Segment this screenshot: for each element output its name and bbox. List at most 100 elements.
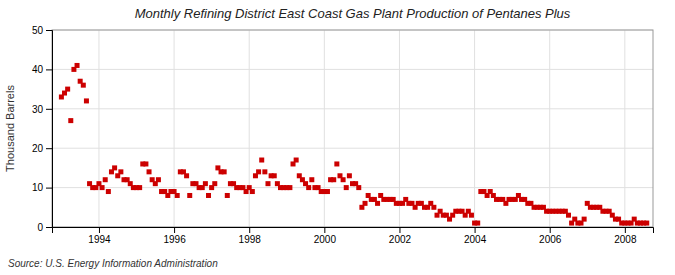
- point: [309, 177, 314, 182]
- point: [103, 177, 108, 182]
- tick-mark: [475, 227, 476, 233]
- x-axis: 1994 1996 1998 2000 2002 2004 2006 2008: [53, 227, 654, 245]
- grid: [52, 30, 653, 227]
- plot-frame: [52, 30, 653, 227]
- tick-label: 2000: [314, 234, 337, 245]
- point: [100, 185, 105, 190]
- tick-mark: [46, 227, 52, 228]
- point: [272, 173, 277, 178]
- point: [118, 169, 123, 174]
- point: [225, 193, 230, 198]
- y-axis: 0 10 20 30 40 50: [32, 25, 53, 233]
- tick: 2000: [314, 227, 337, 245]
- tick-mark: [399, 227, 400, 233]
- point: [287, 185, 292, 190]
- tick-label: 50: [32, 25, 44, 36]
- tick: 1996: [163, 227, 186, 245]
- tick: 30: [32, 104, 52, 115]
- grid-line-y: [52, 69, 653, 70]
- title: Monthly Refining District East Coast Gas…: [135, 6, 571, 21]
- point: [81, 83, 86, 88]
- tick-label: 2002: [389, 234, 412, 245]
- grid-line-x: [249, 30, 250, 227]
- tick-label: 1998: [239, 234, 262, 245]
- axis-domain: [46, 31, 53, 228]
- tick-mark: [249, 227, 250, 233]
- chart-container: 1994 1996 1998 2000 2002 2004 2006 2008 0 10 20 30 4…: [0, 0, 675, 275]
- point: [84, 98, 89, 103]
- tick: 10: [32, 182, 52, 193]
- tick-mark: [99, 227, 100, 233]
- point: [203, 181, 208, 186]
- point: [184, 173, 189, 178]
- point: [356, 185, 361, 190]
- tick: 2002: [389, 227, 412, 245]
- grid-line-x: [549, 30, 550, 227]
- tick: 1998: [239, 227, 262, 245]
- point: [347, 173, 352, 178]
- tick: 2006: [539, 227, 562, 245]
- points: [59, 63, 649, 226]
- tick: 20: [32, 143, 52, 154]
- point: [206, 193, 211, 198]
- point: [68, 118, 73, 123]
- tick: 50: [32, 25, 52, 36]
- tick-label: 2006: [539, 234, 562, 245]
- grid-line-y: [52, 148, 653, 149]
- grid-line-y: [52, 108, 653, 109]
- tick-mark: [46, 30, 52, 31]
- point: [259, 158, 264, 163]
- point: [265, 181, 270, 186]
- chart-svg: 1994 1996 1998 2000 2002 2004 2006 2008 0 10 20 30 4…: [0, 0, 675, 275]
- point: [112, 165, 117, 170]
- point: [294, 158, 299, 163]
- tick-label: 2008: [614, 234, 637, 245]
- plot-area: 1994 1996 1998 2000 2002 2004 2006 2008 0 10 20 30 4…: [32, 25, 654, 245]
- tick-mark: [174, 227, 175, 233]
- point: [256, 169, 261, 174]
- point: [306, 185, 311, 190]
- tick: 0: [37, 222, 52, 233]
- tick-mark: [46, 69, 52, 70]
- point: [137, 185, 142, 190]
- grid-line-x: [624, 30, 625, 227]
- point: [187, 193, 192, 198]
- tick-label: 30: [32, 104, 44, 115]
- point: [222, 169, 227, 174]
- tick-label: 40: [32, 64, 44, 75]
- tick-label: 10: [32, 182, 44, 193]
- point: [566, 213, 571, 218]
- point: [344, 185, 349, 190]
- tick-mark: [324, 227, 325, 233]
- grid-line-x: [324, 30, 325, 227]
- tick: 2008: [614, 227, 637, 245]
- tick-label: 0: [37, 222, 43, 233]
- grid-line-x: [399, 30, 400, 227]
- point: [475, 221, 480, 226]
- grid-line-x: [98, 30, 99, 227]
- point: [644, 221, 649, 226]
- point: [250, 189, 255, 194]
- point: [375, 201, 380, 206]
- tick-mark: [46, 148, 52, 149]
- point: [363, 201, 368, 206]
- point: [582, 217, 587, 222]
- point: [334, 161, 339, 166]
- point: [75, 63, 80, 68]
- point: [262, 169, 267, 174]
- tick: 2004: [464, 227, 487, 245]
- tick-label: 1994: [88, 234, 111, 245]
- tick-label: 1996: [163, 234, 186, 245]
- point: [331, 177, 336, 182]
- tick-mark: [550, 227, 551, 233]
- point: [147, 169, 152, 174]
- tick-mark: [625, 227, 626, 233]
- point: [469, 213, 474, 218]
- grid-line-x: [474, 30, 475, 227]
- tick-label: 2004: [464, 234, 487, 245]
- grid-line-y: [52, 187, 653, 188]
- grid-line-x: [174, 30, 175, 227]
- point: [143, 161, 148, 166]
- point: [325, 189, 330, 194]
- tick-mark: [46, 109, 52, 110]
